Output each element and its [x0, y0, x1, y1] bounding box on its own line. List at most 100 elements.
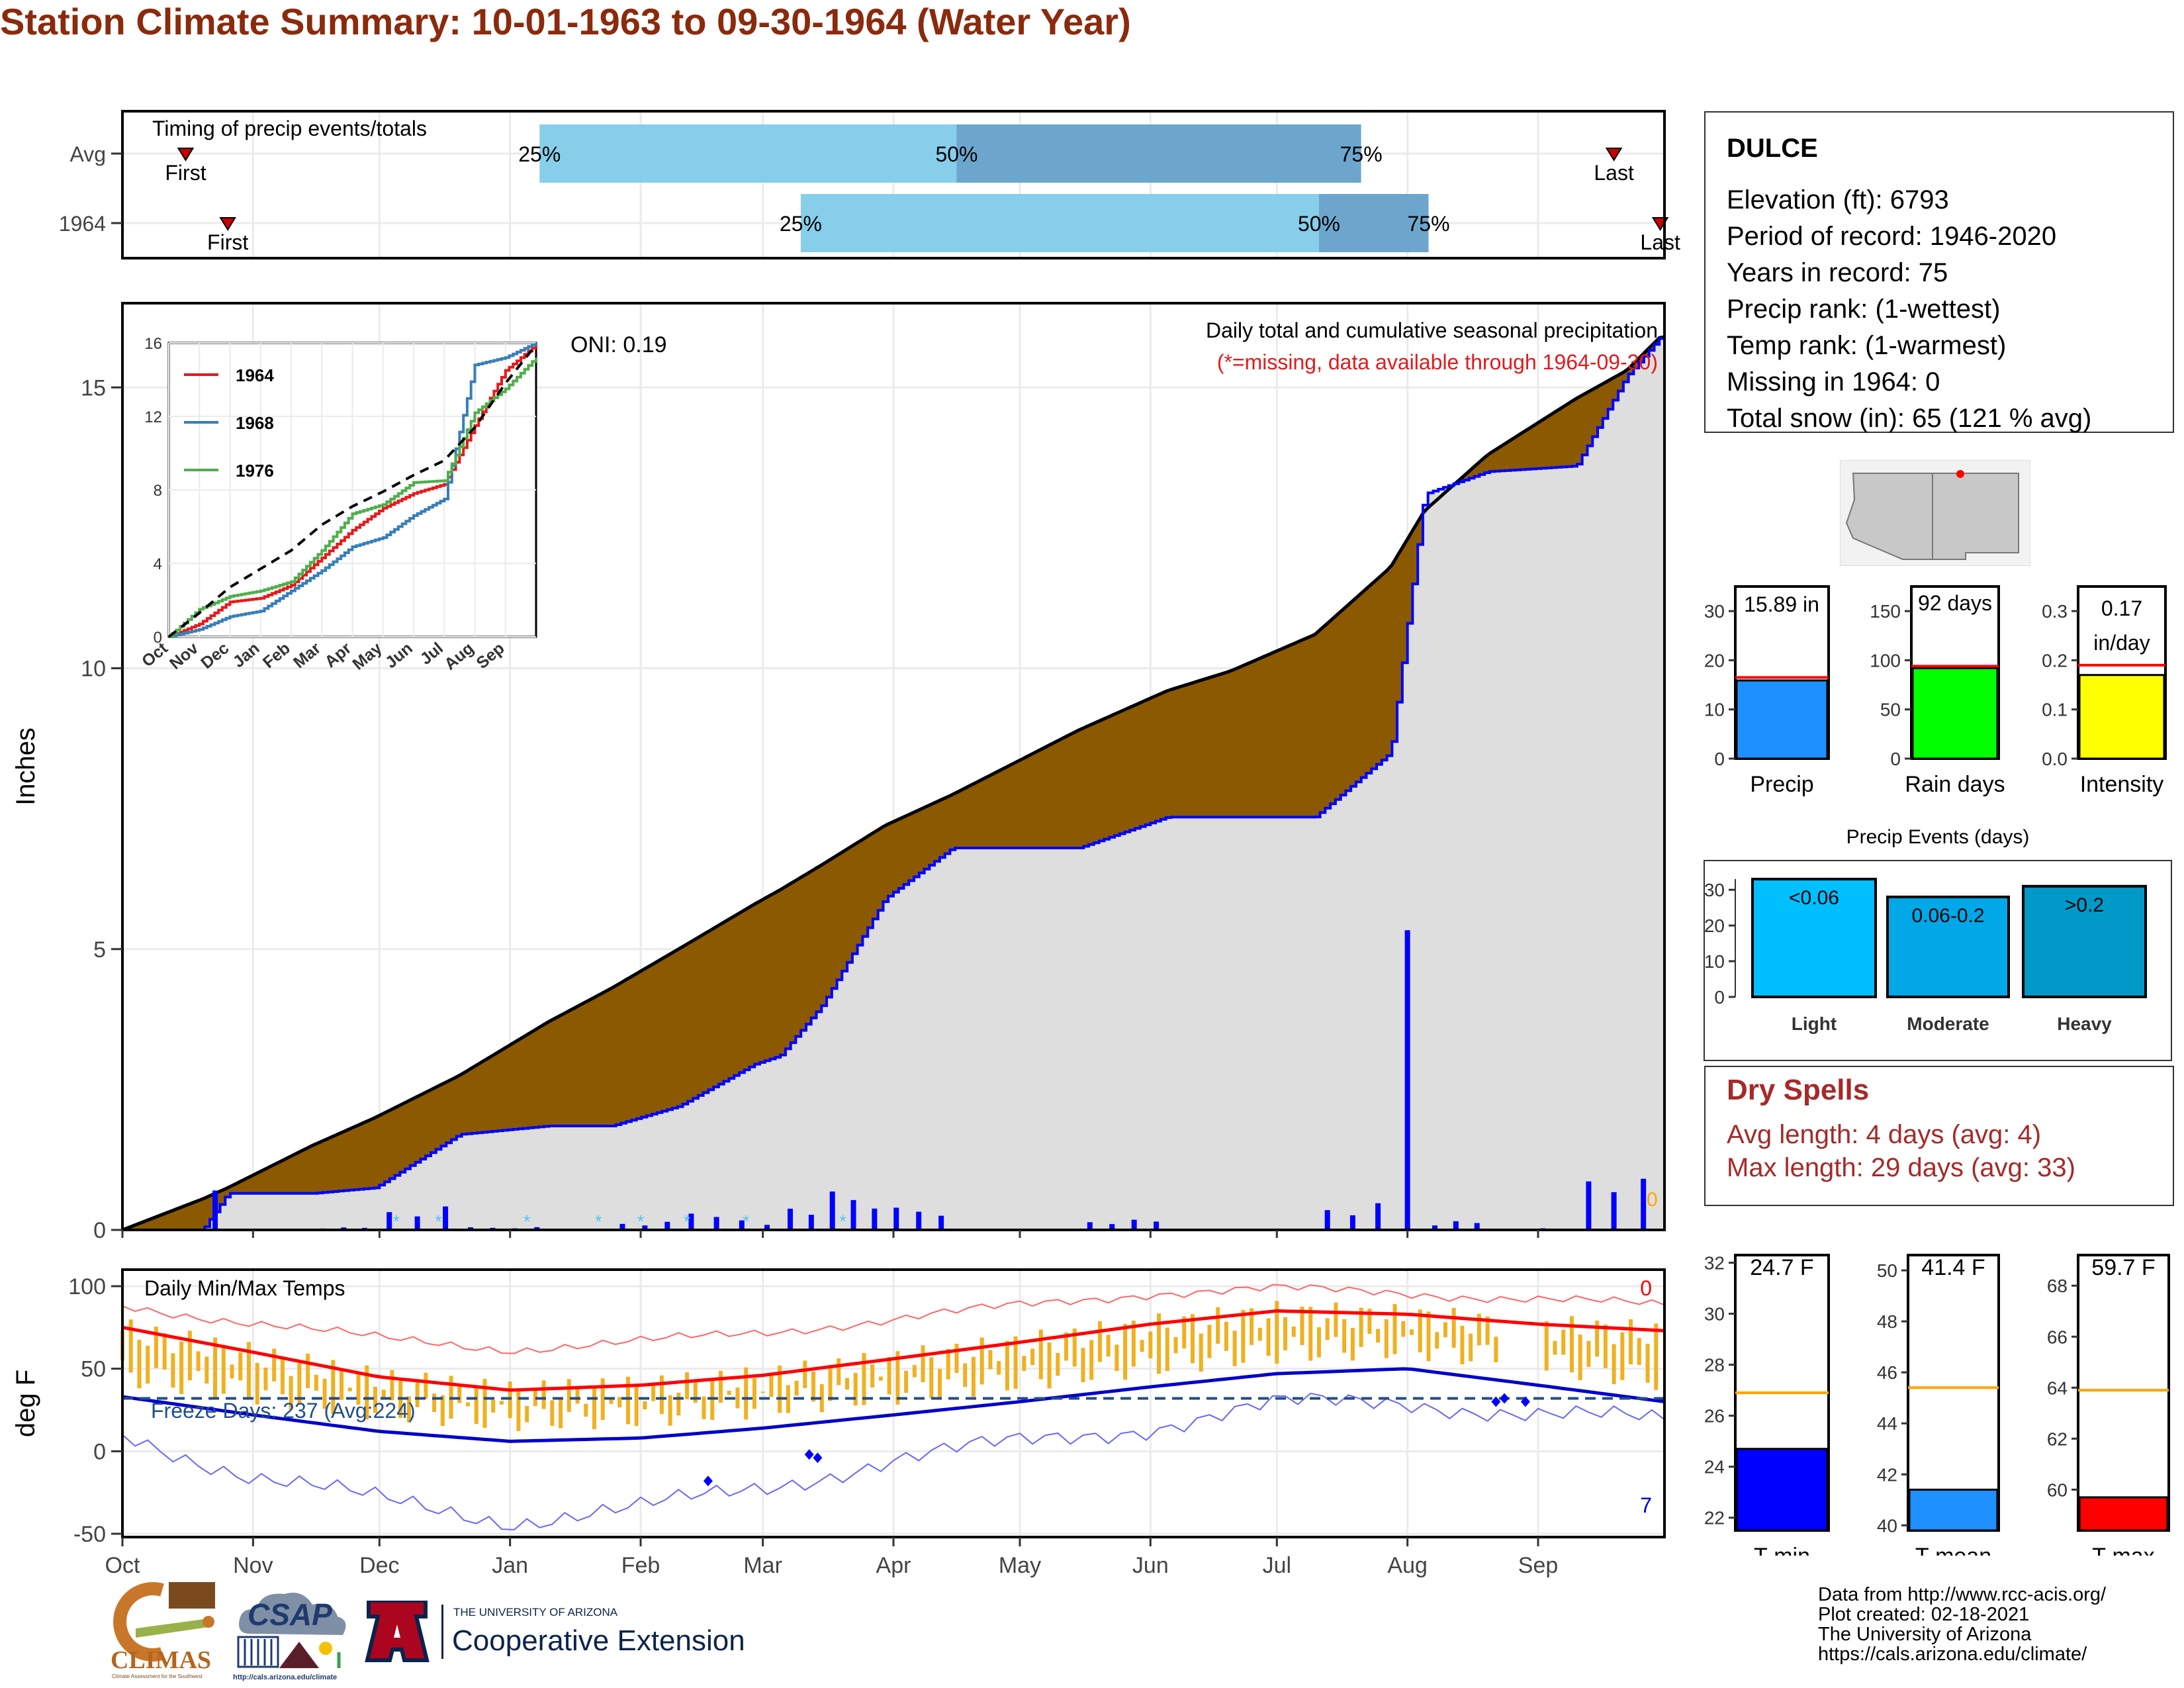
intensity-summary-value: 0.17 [2101, 596, 2142, 620]
daily-temp-range-bar [525, 1406, 529, 1423]
daily-temp-range-bar [171, 1353, 175, 1388]
daily-temp-range-bar [238, 1352, 243, 1381]
daily-temp-range-bar [187, 1331, 192, 1381]
daily-precip-bar [1375, 1203, 1381, 1230]
station-precip-rank: Precip rank: (1-wettest) [1727, 295, 2001, 324]
daily-temp-range-bar [1266, 1318, 1271, 1356]
daily-temp-range-bar [1544, 1321, 1549, 1371]
daily-temp-range-bar [1300, 1306, 1304, 1345]
daily-temp-range-bar [263, 1367, 268, 1391]
daily-temp-range-bar [1173, 1336, 1178, 1354]
daily-temp-range-bar [179, 1341, 184, 1395]
daily-temp-range-bar [340, 1368, 344, 1400]
daily-temp-range-bar [1612, 1344, 1616, 1385]
daily-temp-range-bar [1325, 1318, 1330, 1340]
daily-temp-range-bar [146, 1345, 150, 1384]
precip-missing-count: 0 [1647, 1189, 1658, 1211]
station-temp-rank: Temp rank: (1-warmest) [1727, 331, 2007, 360]
precip-events-bar-heavy [2022, 884, 2147, 998]
daily-temp-range-bar [668, 1395, 672, 1426]
daily-precip-bar [1131, 1219, 1137, 1230]
snow-marker: * [840, 1211, 846, 1231]
daily-temp-range-bar [1620, 1332, 1625, 1380]
station-years: Years in record: 75 [1727, 258, 1948, 287]
station-elevation: Elevation (ft): 6793 [1727, 185, 1949, 214]
snow-marker: * [393, 1211, 400, 1231]
daily-temp-range-bar [718, 1370, 723, 1403]
daily-temp-range-bar [811, 1371, 816, 1402]
precip-ytick-label: 10 [81, 657, 106, 682]
daily-temp-range-bar [297, 1363, 302, 1404]
daily-precip-bar [619, 1223, 625, 1230]
precip-summary-bar [1735, 679, 1829, 760]
rain-days-summary-value: 92 days [1918, 591, 1992, 615]
daily-temp-range-bar [482, 1379, 487, 1428]
month-label: Apr [876, 1553, 911, 1578]
tmax-summary-bar [2078, 1496, 2169, 1532]
month-label: Sep [1518, 1553, 1559, 1578]
precip-events-ytick-label: 20 [1704, 915, 1725, 936]
first-event-label: First [165, 161, 206, 185]
daily-temp-range-bar [1350, 1327, 1355, 1361]
daily-temp-range-bar [154, 1327, 158, 1368]
daily-temp-range-bar [929, 1357, 934, 1398]
precip-ytick-label: 15 [81, 375, 106, 400]
month-label: Aug [1387, 1553, 1428, 1578]
daily-temp-range-bar [137, 1339, 142, 1389]
tmean-summary-ytick-label: 42 [1877, 1464, 1897, 1485]
daily-precip-bar [938, 1215, 944, 1230]
intensity-summary-ytick-label: 0.3 [2042, 601, 2068, 622]
daily-temp-range-bar [1106, 1335, 1111, 1357]
last-event-label: Last [1594, 161, 1634, 185]
daily-precip-bar [387, 1212, 392, 1230]
tmin-summary-label: T-min [1754, 1544, 1810, 1556]
daily-temp-range-bar [1451, 1307, 1456, 1348]
month-label: Feb [621, 1553, 660, 1578]
ua-divider [441, 1605, 443, 1659]
daily-precip-bar [212, 1190, 218, 1230]
precip-events-bar-label: >0.2 [2065, 894, 2104, 916]
temp-ytick-label: -50 [73, 1522, 106, 1547]
rain-days-summary-bar [1911, 667, 1999, 760]
daily-temp-range-bar [1148, 1331, 1153, 1359]
daily-temp-range-bar [819, 1383, 824, 1413]
snow-marker: * [523, 1211, 530, 1231]
precip-events-ytick-label: 30 [1704, 880, 1725, 900]
daily-temp-range-bar [760, 1391, 765, 1393]
daily-temp-range-bar [347, 1387, 352, 1391]
daily-precip-bar [829, 1191, 835, 1230]
intensity-summary-label: Intensity [2080, 772, 2164, 797]
last-event-marker [1605, 148, 1623, 162]
daily-temp-range-bar [1384, 1319, 1388, 1358]
daily-temp-range-bar [1460, 1325, 1465, 1365]
record-low-marker [804, 1449, 814, 1460]
precip-summary-ytick-label: 20 [1704, 650, 1725, 671]
freeze-days-label: Freeze Days: 237 (Avg:224) [151, 1399, 416, 1423]
daily-temp-range-bar [1494, 1336, 1498, 1363]
inset-ytick-label: 0 [154, 629, 162, 647]
timing-bar-25-50 [800, 194, 1319, 252]
daily-temp-range-bar [1056, 1352, 1060, 1376]
daily-temp-range-bar [988, 1350, 993, 1370]
daily-temp-range-bar [946, 1348, 950, 1380]
daily-temp-range-bar [390, 1370, 394, 1401]
last-event-label: Last [1640, 230, 1680, 254]
daily-temp-range-bar [541, 1380, 546, 1409]
temp-missing-top: 0 [1640, 1276, 1652, 1300]
month-label: Mar [743, 1553, 782, 1578]
daily-temp-range-bar [1047, 1342, 1052, 1389]
daily-temp-range-bar [213, 1337, 218, 1399]
daily-temp-range-bar [1022, 1356, 1026, 1372]
avg-min-line [122, 1367, 1665, 1443]
footer-university: The University of Arizona [1818, 1624, 2032, 1645]
daily-temp-range-bar [406, 1396, 411, 1423]
daily-precip-bar [788, 1208, 794, 1230]
daily-temp-range-bar [1182, 1316, 1187, 1349]
daily-temp-range-bar [1224, 1321, 1228, 1351]
daily-precip-bar [1432, 1225, 1438, 1230]
snow-marker: * [595, 1211, 602, 1231]
daily-temp-range-bar [963, 1363, 968, 1387]
tmax-summary-ytick-label: 64 [2047, 1378, 2068, 1398]
daily-temp-range-bar [1469, 1333, 1473, 1362]
daily-precip-bar [1349, 1215, 1355, 1230]
